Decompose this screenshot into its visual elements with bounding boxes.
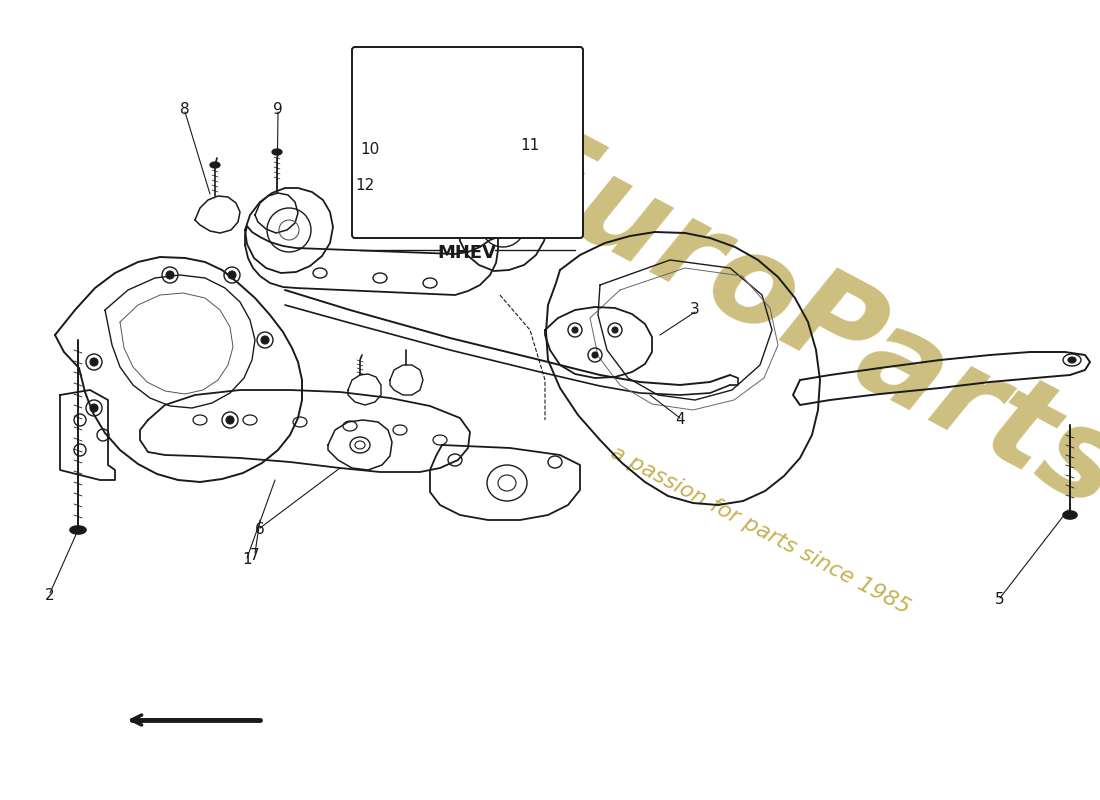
Text: 6: 6: [255, 522, 265, 538]
Text: 1: 1: [242, 553, 252, 567]
Ellipse shape: [228, 271, 236, 279]
Text: 4: 4: [675, 413, 685, 427]
FancyBboxPatch shape: [352, 47, 583, 238]
Ellipse shape: [572, 327, 578, 333]
Text: 3: 3: [690, 302, 700, 318]
Text: 2: 2: [45, 587, 55, 602]
Text: a passion for parts since 1985: a passion for parts since 1985: [607, 442, 913, 618]
Text: 11: 11: [520, 138, 540, 153]
Ellipse shape: [1063, 511, 1077, 519]
Text: MHEV: MHEV: [438, 244, 496, 262]
Ellipse shape: [70, 526, 86, 534]
Ellipse shape: [272, 149, 282, 155]
Ellipse shape: [612, 327, 618, 333]
Text: 8: 8: [180, 102, 190, 118]
Ellipse shape: [226, 416, 234, 424]
Ellipse shape: [459, 109, 465, 115]
Text: 5: 5: [996, 593, 1004, 607]
Ellipse shape: [90, 404, 98, 412]
Ellipse shape: [90, 358, 98, 366]
Ellipse shape: [261, 336, 270, 344]
Ellipse shape: [166, 271, 174, 279]
Text: 12: 12: [355, 178, 375, 193]
Ellipse shape: [210, 162, 220, 168]
Text: 7: 7: [250, 547, 260, 562]
Text: 10: 10: [361, 142, 379, 158]
Ellipse shape: [1068, 357, 1076, 363]
Text: 9: 9: [273, 102, 283, 118]
Text: EuroParts: EuroParts: [478, 106, 1100, 534]
Ellipse shape: [592, 352, 598, 358]
